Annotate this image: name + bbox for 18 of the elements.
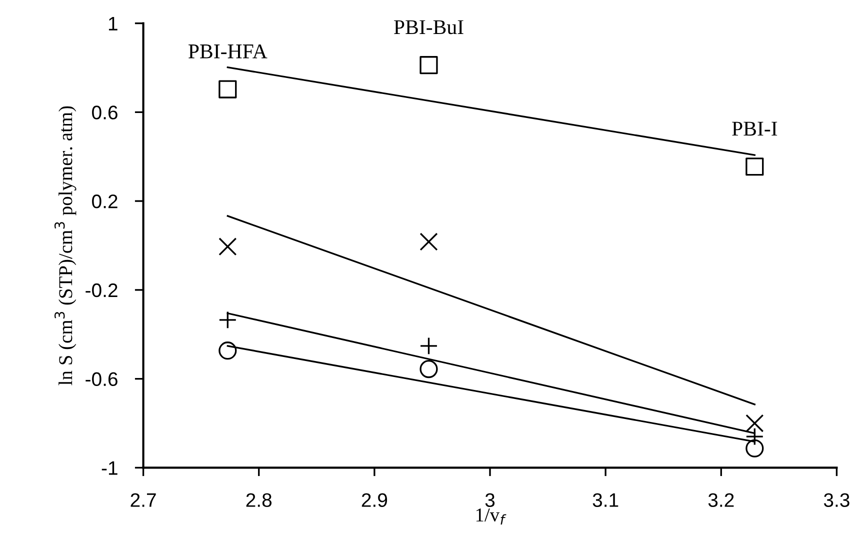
annotation: PBI-I [732, 122, 778, 136]
y-tick-label: -1 [102, 461, 118, 475]
y-tick-label: 0.6 [92, 106, 118, 120]
x-axis-title: 1/v$_{f}$ [476, 508, 506, 525]
x-tick-label: 2.7 [130, 493, 156, 507]
x-tick-label: 3.3 [824, 493, 850, 507]
x-tick-label: 3 [485, 493, 495, 507]
x-tick-label: 2.9 [362, 493, 388, 507]
annotation: PBI-HFA [188, 44, 268, 58]
x-tick-label: 3.2 [708, 493, 734, 507]
y-axis-title: ln S (cm$^{3}$ (STP)/cm$^{3}$ polymer. atm) [54, 106, 76, 386]
x-tick-label: 2.8 [246, 493, 272, 507]
y-tick-label: 1 [108, 16, 118, 30]
x-tick-label: 3.1 [592, 493, 618, 507]
y-tick-label: -0.2 [86, 283, 118, 298]
annotation: PBI-BuI [394, 20, 464, 34]
y-tick-label: 0.2 [92, 194, 118, 208]
y-tick-label: -0.6 [86, 372, 118, 386]
